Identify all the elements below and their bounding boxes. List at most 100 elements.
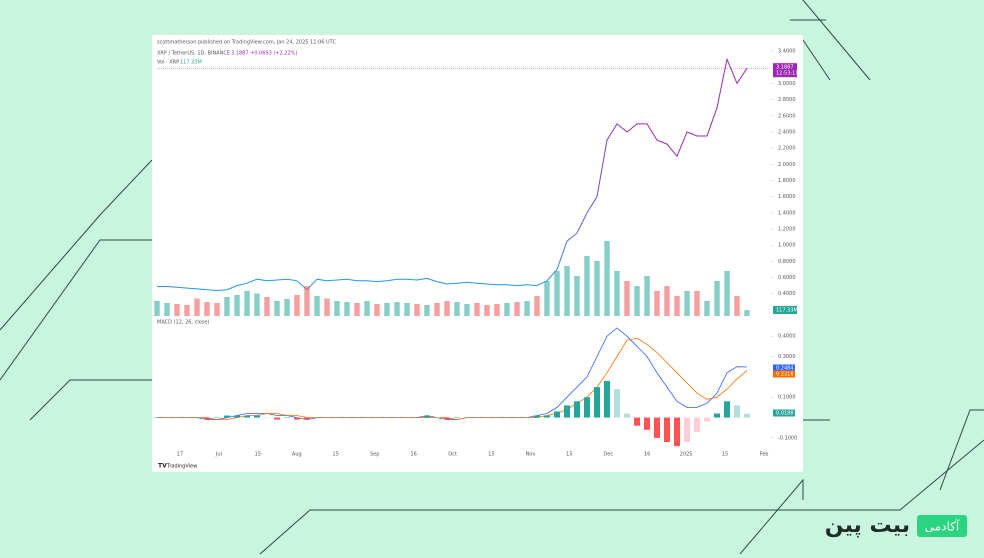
histogram-bar	[684, 418, 690, 442]
volume-bar	[344, 302, 350, 316]
volume-bar	[514, 302, 520, 316]
volume-bar	[164, 303, 170, 316]
volume-bar	[664, 286, 670, 316]
footer-logo: TV	[158, 463, 167, 470]
volume-bar	[214, 303, 220, 316]
y-tick-label: 2.8000	[778, 97, 796, 103]
histogram-bar	[294, 418, 300, 420]
histogram-bar	[304, 418, 310, 420]
quote: 3.1887 +0.0693 (+2.22%)	[231, 51, 297, 57]
vol-label: Vol · XRP	[157, 60, 179, 66]
volume-bar	[384, 303, 390, 316]
value-label: 0.0188	[776, 411, 794, 417]
histogram-bar	[224, 416, 230, 418]
histogram-bar	[584, 397, 590, 417]
histogram-bar	[244, 416, 250, 418]
volume-bar	[294, 295, 300, 316]
volume-bar	[454, 302, 460, 316]
volume-bar	[674, 296, 680, 316]
y-tick-label: 3.0000	[778, 81, 796, 87]
volume-bar	[204, 302, 210, 316]
volume-bar	[544, 281, 550, 316]
volume-bar	[504, 303, 510, 316]
volume-bar	[524, 301, 530, 316]
histogram-bar	[574, 401, 580, 417]
y-tick-label: 0.4000	[778, 291, 796, 297]
histogram-bar	[724, 401, 730, 417]
x-tick-label: 15	[255, 452, 261, 458]
histogram-bar	[554, 411, 560, 417]
volume-bar	[744, 310, 750, 316]
author: scottmatherson published on TradingView.…	[157, 40, 336, 46]
y-tick-label: 1.4000	[778, 210, 796, 216]
volume-bar	[284, 299, 290, 316]
volume-bar	[414, 304, 420, 316]
volume-bar	[244, 291, 250, 316]
x-tick-label: Nov	[526, 452, 536, 458]
volume-bar	[494, 304, 500, 316]
volume-bar	[224, 297, 230, 316]
volume-bar	[364, 301, 370, 316]
histogram-bar	[544, 416, 550, 418]
volume-bar	[394, 302, 400, 316]
brand-tag: آکادمی	[925, 519, 960, 534]
histogram-bar	[274, 418, 280, 420]
histogram-bar	[674, 418, 680, 446]
value-label: 0.2316	[776, 372, 794, 378]
volume-bar	[484, 305, 490, 316]
volume-bar	[644, 276, 650, 316]
x-tick-label: 17	[177, 452, 183, 458]
volume-bar	[624, 281, 630, 316]
volume-bar	[714, 281, 720, 316]
volume-bar	[534, 296, 540, 316]
x-tick-label: 15	[333, 452, 339, 458]
y-tick-label: 0.3000	[778, 354, 796, 360]
volume-bar	[264, 297, 270, 316]
y-tick-label: 2.2000	[778, 146, 796, 152]
histogram-bar	[644, 418, 650, 430]
volume-bar	[314, 296, 320, 316]
volume-bar	[254, 294, 260, 317]
y-tick-label: 1.6000	[778, 194, 796, 200]
histogram-bar	[704, 418, 710, 422]
x-tick-label: 15	[566, 452, 572, 458]
volume-bar	[334, 301, 340, 316]
histogram-bar	[564, 405, 570, 417]
volume-bar	[194, 299, 200, 317]
volume-bar	[554, 271, 560, 316]
volume-bar	[374, 304, 380, 316]
x-tick-label: 2025	[680, 452, 693, 458]
histogram-bar	[654, 418, 660, 438]
vol-axis-label: 117.33M	[776, 308, 798, 314]
y-tick-label: 2.0000	[778, 162, 796, 168]
volume-bar	[634, 286, 640, 316]
histogram-bar	[714, 414, 720, 418]
x-tick-label: 15	[722, 452, 728, 458]
volume-bar	[404, 303, 410, 316]
histogram-bar	[614, 389, 620, 417]
volume-bar	[174, 304, 180, 316]
x-tick-label: Feb	[760, 452, 769, 458]
histogram-bar	[694, 418, 700, 432]
histogram-bar	[444, 418, 450, 420]
volume-bar	[234, 295, 240, 316]
volume-bar	[684, 291, 690, 316]
vol-value: 117.33M	[180, 60, 202, 66]
volume-bar	[574, 276, 580, 316]
volume-bar	[324, 299, 330, 317]
histogram-bar	[634, 418, 640, 426]
footer: TradingView	[166, 464, 197, 470]
volume-bar	[614, 271, 620, 316]
chart-card	[152, 35, 803, 472]
y-tick-label: 0.8000	[778, 259, 796, 265]
x-tick-label: 16	[644, 452, 650, 458]
volume-bar	[464, 304, 470, 316]
volume-bar	[474, 303, 480, 316]
histogram-bar	[234, 416, 240, 418]
histogram-bar	[594, 387, 600, 418]
volume-bar	[304, 286, 310, 316]
histogram-bar	[664, 418, 670, 442]
y-tick-label: 2.6000	[778, 113, 796, 119]
x-tick-label: Jul	[215, 452, 222, 458]
volume-bar	[274, 301, 280, 316]
